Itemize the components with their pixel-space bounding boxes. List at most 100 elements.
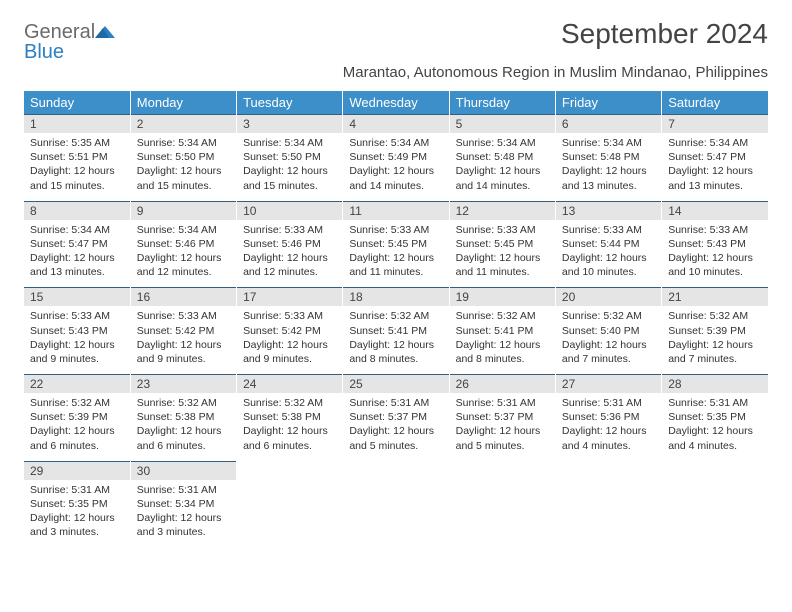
day-content-cell: Sunrise: 5:34 AMSunset: 5:46 PMDaylight:… [130,220,236,288]
day-number-cell: 24 [237,375,343,394]
daylight-text-2: and 14 minutes. [349,179,442,193]
logo-word1: General [24,21,95,43]
day-number-row: 891011121314 [24,201,768,220]
day-content-cell: Sunrise: 5:33 AMSunset: 5:45 PMDaylight:… [449,220,555,288]
daylight-text-1: Daylight: 12 hours [349,338,442,352]
daylight-text-1: Daylight: 12 hours [349,424,442,438]
sunset-text: Sunset: 5:47 PM [668,150,762,164]
sunrise-text: Sunrise: 5:31 AM [349,396,442,410]
day-number-cell: 1 [24,115,130,134]
day-number-cell [555,461,661,480]
daylight-text-1: Daylight: 12 hours [349,251,442,265]
day-content-cell: Sunrise: 5:34 AMSunset: 5:47 PMDaylight:… [24,220,130,288]
day-number-cell: 27 [555,375,661,394]
daylight-text-2: and 15 minutes. [30,179,124,193]
daylight-text-2: and 8 minutes. [456,352,549,366]
sunset-text: Sunset: 5:46 PM [243,237,336,251]
day-number-cell: 19 [449,288,555,307]
daylight-text-1: Daylight: 12 hours [243,251,336,265]
daylight-text-2: and 12 minutes. [137,265,230,279]
daylight-text-1: Daylight: 12 hours [562,251,655,265]
sunrise-text: Sunrise: 5:34 AM [668,136,762,150]
title-block: September 2024 [561,18,768,50]
sunset-text: Sunset: 5:50 PM [137,150,230,164]
day-content-cell: Sunrise: 5:33 AMSunset: 5:42 PMDaylight:… [130,306,236,374]
logo-text: General Blue [24,22,115,62]
day-content-cell: Sunrise: 5:32 AMSunset: 5:41 PMDaylight:… [343,306,449,374]
day-content-row: Sunrise: 5:31 AMSunset: 5:35 PMDaylight:… [24,480,768,548]
day-number-cell: 2 [130,115,236,134]
daylight-text-1: Daylight: 12 hours [243,338,336,352]
day-content-cell: Sunrise: 5:34 AMSunset: 5:48 PMDaylight:… [555,133,661,201]
daylight-text-2: and 9 minutes. [30,352,124,366]
day-content-cell [237,480,343,548]
sunrise-text: Sunrise: 5:33 AM [30,309,124,323]
daylight-text-1: Daylight: 12 hours [30,251,124,265]
daylight-text-2: and 9 minutes. [137,352,230,366]
day-content-cell: Sunrise: 5:33 AMSunset: 5:45 PMDaylight:… [343,220,449,288]
day-number-cell: 14 [662,201,768,220]
weekday-header: Saturday [662,91,768,115]
daylight-text-2: and 15 minutes. [243,179,336,193]
daylight-text-2: and 5 minutes. [456,439,549,453]
sunrise-text: Sunrise: 5:33 AM [243,223,336,237]
sunset-text: Sunset: 5:40 PM [562,324,655,338]
logo: General Blue [24,22,115,62]
day-number-row: 2930 [24,461,768,480]
daylight-text-1: Daylight: 12 hours [137,511,230,525]
sunset-text: Sunset: 5:42 PM [243,324,336,338]
sunset-text: Sunset: 5:37 PM [456,410,549,424]
daylight-text-2: and 10 minutes. [562,265,655,279]
daylight-text-1: Daylight: 12 hours [137,338,230,352]
day-content-cell: Sunrise: 5:32 AMSunset: 5:41 PMDaylight:… [449,306,555,374]
day-content-row: Sunrise: 5:32 AMSunset: 5:39 PMDaylight:… [24,393,768,461]
sunrise-text: Sunrise: 5:33 AM [349,223,442,237]
day-number-cell: 16 [130,288,236,307]
sunset-text: Sunset: 5:38 PM [137,410,230,424]
day-content-cell: Sunrise: 5:33 AMSunset: 5:43 PMDaylight:… [24,306,130,374]
daylight-text-2: and 11 minutes. [456,265,549,279]
daylight-text-1: Daylight: 12 hours [562,164,655,178]
daylight-text-1: Daylight: 12 hours [562,424,655,438]
day-number-cell: 8 [24,201,130,220]
day-content-cell: Sunrise: 5:32 AMSunset: 5:38 PMDaylight:… [130,393,236,461]
sunrise-text: Sunrise: 5:31 AM [30,483,124,497]
daylight-text-1: Daylight: 12 hours [668,424,762,438]
daylight-text-2: and 7 minutes. [668,352,762,366]
daylight-text-2: and 14 minutes. [456,179,549,193]
day-content-cell: Sunrise: 5:34 AMSunset: 5:49 PMDaylight:… [343,133,449,201]
day-content-cell: Sunrise: 5:35 AMSunset: 5:51 PMDaylight:… [24,133,130,201]
daylight-text-2: and 7 minutes. [562,352,655,366]
day-content-cell: Sunrise: 5:31 AMSunset: 5:37 PMDaylight:… [449,393,555,461]
weekday-header: Thursday [449,91,555,115]
daylight-text-2: and 4 minutes. [668,439,762,453]
day-number-cell [237,461,343,480]
weekday-header: Tuesday [237,91,343,115]
day-content-cell: Sunrise: 5:34 AMSunset: 5:50 PMDaylight:… [130,133,236,201]
daylight-text-1: Daylight: 12 hours [668,338,762,352]
daylight-text-1: Daylight: 12 hours [349,164,442,178]
sunrise-text: Sunrise: 5:31 AM [668,396,762,410]
sunset-text: Sunset: 5:45 PM [456,237,549,251]
daylight-text-2: and 6 minutes. [30,439,124,453]
day-number-cell: 12 [449,201,555,220]
sunset-text: Sunset: 5:43 PM [30,324,124,338]
sunset-text: Sunset: 5:35 PM [668,410,762,424]
day-number-cell: 23 [130,375,236,394]
weekday-header: Monday [130,91,236,115]
daylight-text-2: and 11 minutes. [349,265,442,279]
day-content-cell: Sunrise: 5:31 AMSunset: 5:35 PMDaylight:… [24,480,130,548]
sunset-text: Sunset: 5:49 PM [349,150,442,164]
sunrise-text: Sunrise: 5:34 AM [456,136,549,150]
day-content-cell: Sunrise: 5:32 AMSunset: 5:39 PMDaylight:… [662,306,768,374]
sunset-text: Sunset: 5:41 PM [349,324,442,338]
day-content-cell: Sunrise: 5:32 AMSunset: 5:40 PMDaylight:… [555,306,661,374]
logo-icon [95,22,115,42]
day-content-row: Sunrise: 5:34 AMSunset: 5:47 PMDaylight:… [24,220,768,288]
daylight-text-2: and 3 minutes. [137,525,230,539]
day-number-cell [449,461,555,480]
sunrise-text: Sunrise: 5:34 AM [349,136,442,150]
sunrise-text: Sunrise: 5:33 AM [668,223,762,237]
daylight-text-1: Daylight: 12 hours [456,164,549,178]
sunset-text: Sunset: 5:50 PM [243,150,336,164]
